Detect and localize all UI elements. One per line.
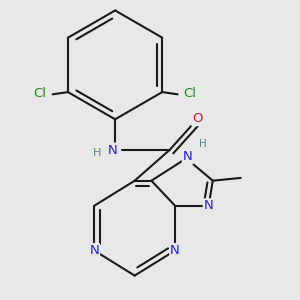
Text: Cl: Cl xyxy=(184,87,197,100)
Text: N: N xyxy=(170,244,180,257)
Text: N: N xyxy=(183,151,193,164)
Text: O: O xyxy=(192,112,203,125)
Text: N: N xyxy=(89,244,99,257)
Text: N: N xyxy=(204,199,214,212)
Text: N: N xyxy=(107,143,117,157)
Text: Cl: Cl xyxy=(34,87,46,100)
Text: H: H xyxy=(93,148,101,158)
Text: H: H xyxy=(199,140,207,149)
